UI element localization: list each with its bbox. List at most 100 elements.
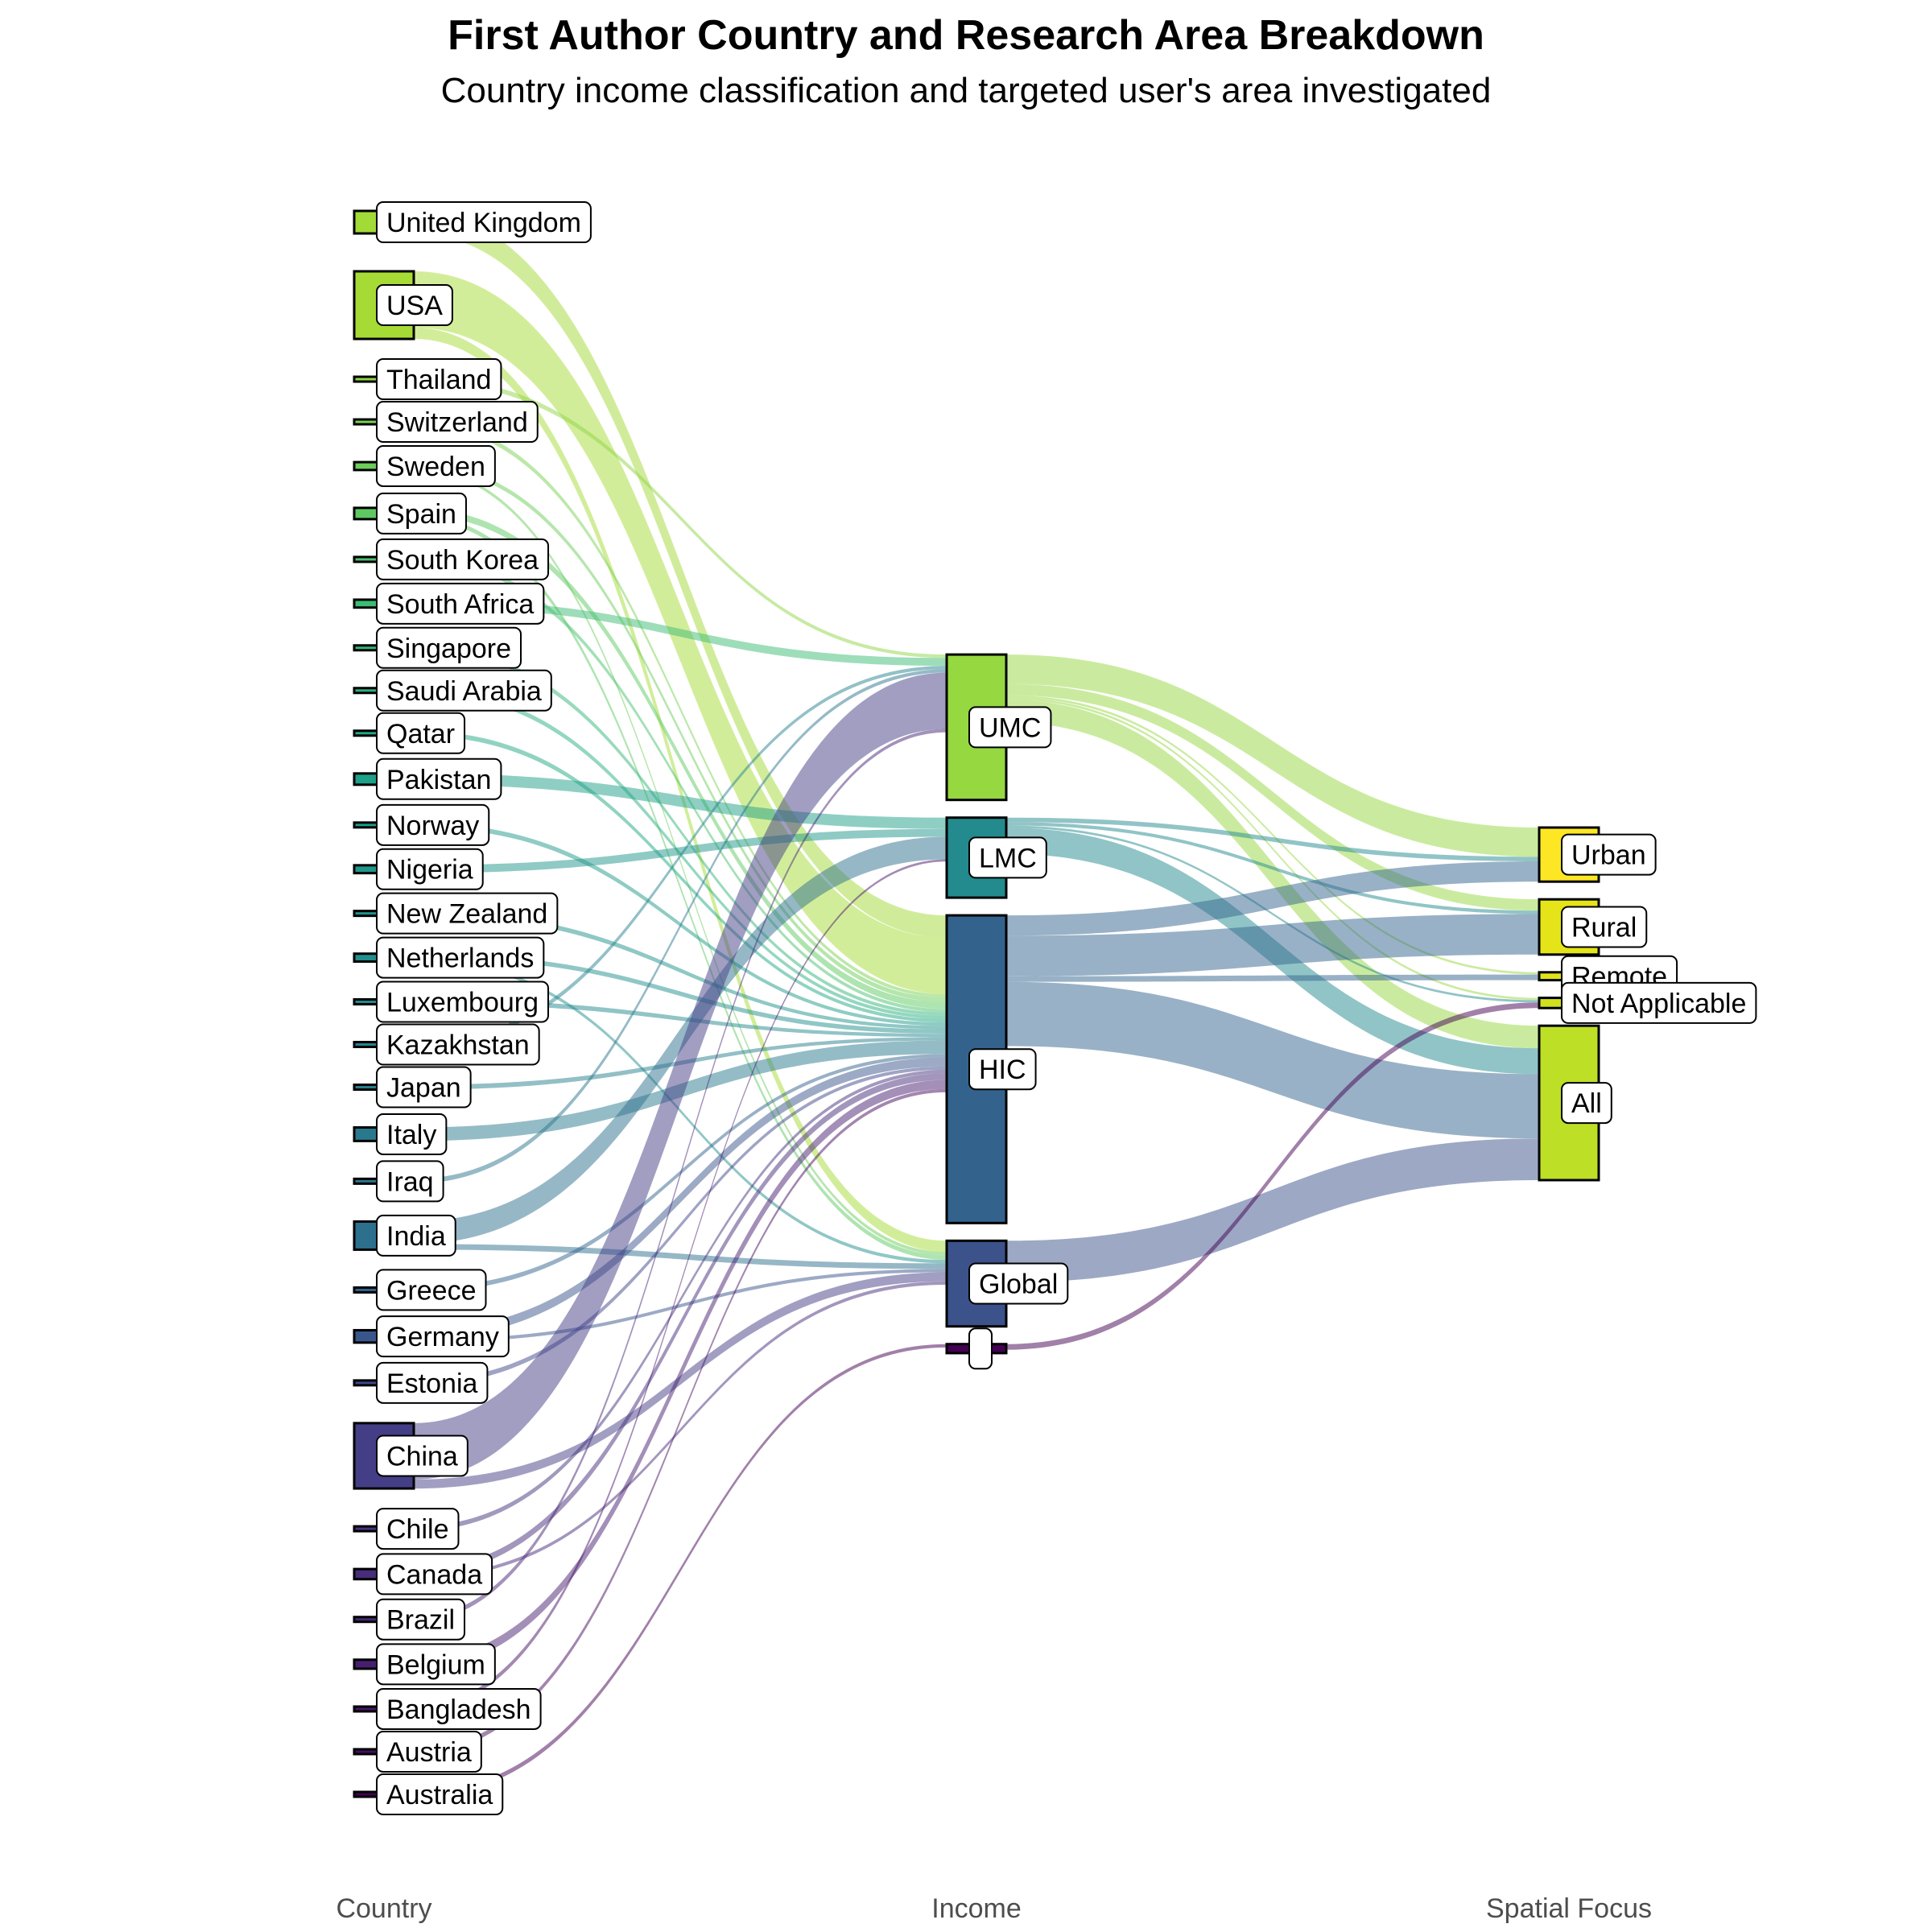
node-label-india: India	[376, 1214, 456, 1257]
node-label-box-austria	[376, 1730, 482, 1773]
node-label-text-australia: Australia	[386, 1780, 493, 1810]
node-label-text-south-africa: South Africa	[386, 589, 534, 620]
node-label-text-belgium: Belgium	[386, 1649, 485, 1680]
node-label-box-netherlands	[376, 936, 545, 979]
link-netherlands-to-hic	[414, 953, 947, 1034]
link-hic-to-all	[1006, 981, 1539, 1139]
node-label-text-japan: Japan	[386, 1073, 461, 1104]
link-umc-to-urban	[1006, 654, 1539, 857]
node-label-japan: Japan	[376, 1066, 472, 1108]
node-label-text-not-applicable: Not Applicable	[1571, 989, 1746, 1019]
link-united-kingdom-to-hic	[414, 211, 947, 939]
node-label-box-south-korea	[376, 538, 550, 580]
node-label-text-umc: UMC	[979, 712, 1041, 743]
node-label-box-greece	[376, 1269, 487, 1311]
node-label-box-chile	[376, 1508, 460, 1550]
node-label-text-germany: Germany	[386, 1322, 499, 1352]
link-hic-to-rural	[1006, 914, 1539, 976]
node-label-box-italy	[376, 1113, 448, 1155]
node-label-text-estonia: Estonia	[386, 1368, 477, 1399]
node-label-text-italy: Italy	[386, 1120, 436, 1150]
link-brazil-to-umc	[414, 729, 947, 1622]
node-label-hic: HIC	[968, 1048, 1037, 1091]
link-sweden-to-hic	[414, 462, 947, 1002]
node-label-spain: Spain	[376, 492, 467, 535]
node-label-box-spain	[376, 492, 467, 535]
node-label-box-united-kingdom	[376, 201, 592, 243]
link-estonia-to-hic	[414, 1066, 947, 1385]
node-label-box-bangladesh	[376, 1687, 542, 1730]
link-china-to-umc	[414, 672, 947, 1480]
link-germany-to-hic	[414, 1057, 947, 1340]
link-global-to-all	[1006, 1138, 1539, 1283]
node-label-box-india	[376, 1214, 456, 1257]
axis-label-spatial-focus: Spatial Focus	[1486, 1893, 1652, 1924]
link-austria-to-hic	[414, 1088, 947, 1754]
node-label-text-all: All	[1571, 1088, 1602, 1119]
node-label-canada: Canada	[376, 1553, 493, 1596]
link-germany-to-global	[414, 1269, 947, 1343]
node-label-box-iraq	[376, 1160, 444, 1203]
node-label-singapore: Singapore	[376, 626, 522, 669]
node-label-germany: Germany	[376, 1315, 510, 1358]
link-lmc-to-urban	[1006, 817, 1539, 861]
node-label-text-rural: Rural	[1571, 913, 1637, 943]
node-label-box-belgium	[376, 1643, 496, 1686]
link-canada-to-global	[414, 1281, 947, 1579]
link-umc-to-remote	[1006, 695, 1539, 975]
node-label-box-urban	[1561, 833, 1657, 876]
node-label-text-kazakhstan: Kazakhstan	[386, 1030, 530, 1061]
node-label-qatar: Qatar	[376, 712, 466, 754]
link-belgium-to-hic	[414, 1080, 947, 1669]
node-label-box-not-applicable	[1561, 981, 1757, 1024]
link-hic-to-remote	[1006, 974, 1539, 982]
sankey-axis-labels: Country Income Spatial Focus	[336, 1893, 1652, 1924]
node-label-box-global	[968, 1262, 1069, 1305]
node-label-box-hic	[968, 1048, 1037, 1091]
node-label-text-south-korea: South Korea	[386, 545, 539, 576]
sankey-labels: United Kingdom USA Thailand Switzerland Swed…	[376, 201, 1757, 1815]
chart-title: First Author Country and Research Area B…	[448, 12, 1484, 59]
node-label-text-singapore: Singapore	[386, 634, 511, 664]
node-label-text-sweden: Sweden	[386, 452, 485, 482]
node-label-box-china	[376, 1435, 469, 1477]
node-label-box-kazakhstan	[376, 1023, 540, 1066]
link-na-to-not-applicable	[1006, 1002, 1539, 1350]
node-label-box-pakistan	[376, 758, 502, 800]
node-label-text-pakistan: Pakistan	[386, 765, 491, 795]
link-hic-to-urban	[1006, 861, 1539, 936]
node-label-south-africa: South Africa	[376, 582, 545, 625]
node-label-box-rural	[1561, 906, 1648, 948]
node-label-usa: USA	[376, 284, 453, 327]
node-label-box-singapore	[376, 626, 522, 669]
node-label-greece: Greece	[376, 1269, 487, 1311]
node-label-all: All	[1561, 1082, 1612, 1125]
node-label-estonia: Estonia	[376, 1361, 489, 1404]
node-label-brazil: Brazil	[376, 1598, 466, 1641]
node-label-text-global: Global	[979, 1269, 1058, 1300]
node-label-text-austria: Austria	[386, 1737, 472, 1768]
link-pakistan-to-lmc	[414, 773, 947, 829]
node-label-urban: Urban	[1561, 833, 1657, 876]
link-spain-to-hic	[414, 507, 947, 1009]
node-label-box-canada	[376, 1553, 493, 1596]
node-label-box-saudi-arabia	[376, 669, 552, 712]
sankey-links	[414, 211, 1539, 1797]
node-label-australia: Australia	[376, 1773, 504, 1815]
node-label-iraq: Iraq	[376, 1160, 444, 1203]
link-bangladesh-to-lmc	[414, 859, 947, 1711]
node-label-box-qatar	[376, 712, 466, 754]
node-label-kazakhstan: Kazakhstan	[376, 1023, 540, 1066]
node-label-text-united-kingdom: United Kingdom	[386, 208, 581, 238]
node-label-box-germany	[376, 1315, 510, 1358]
link-iraq-to-umc	[414, 669, 947, 1184]
node-label-box-norway	[376, 803, 490, 846]
link-south-africa-to-umc	[414, 599, 947, 667]
node-label-umc: UMC	[968, 706, 1052, 749]
node-label-belgium: Belgium	[376, 1643, 496, 1686]
node-label-box-lmc	[968, 836, 1047, 879]
node-label-text-qatar: Qatar	[386, 719, 455, 749]
link-umc-to-all	[1006, 700, 1539, 1049]
node-label-box-estonia	[376, 1361, 489, 1404]
